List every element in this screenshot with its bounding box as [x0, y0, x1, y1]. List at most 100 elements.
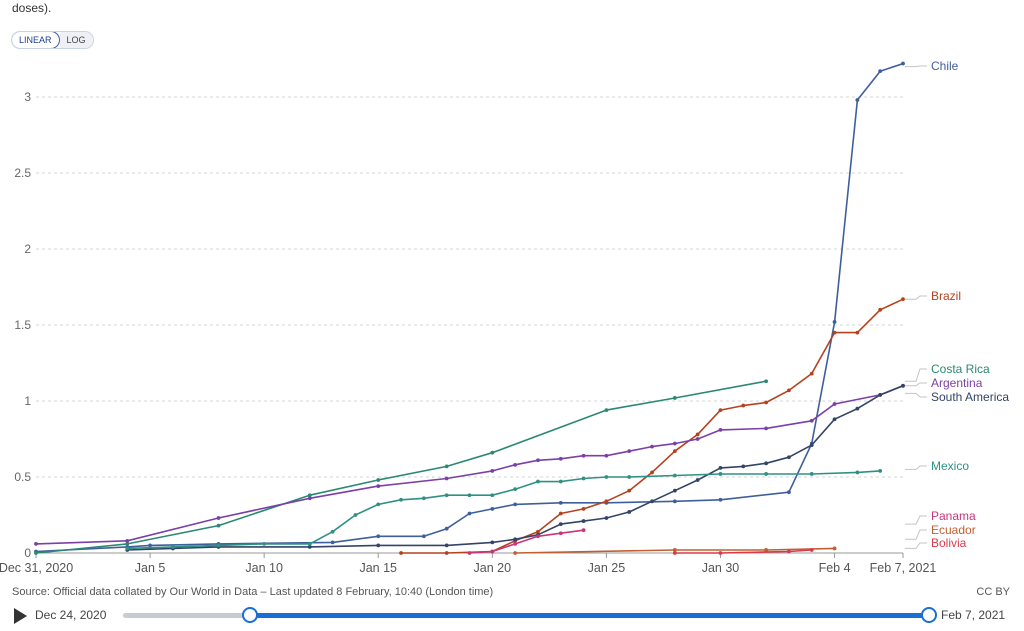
data-point	[787, 388, 791, 393]
x-tick-label: Jan 20	[474, 561, 512, 575]
data-point	[695, 478, 700, 482]
data-point	[901, 61, 905, 66]
data-point	[376, 534, 381, 539]
data-point	[307, 545, 312, 549]
series-label[interactable]: Chile	[931, 59, 959, 73]
series-mexico[interactable]	[125, 469, 883, 551]
series-label[interactable]: Costa Rica	[931, 362, 990, 376]
series-label[interactable]: Panama	[931, 509, 976, 523]
timeline-selected-range	[249, 613, 929, 618]
data-point	[604, 499, 609, 504]
data-point	[490, 540, 495, 545]
data-point	[444, 493, 449, 498]
data-point	[672, 551, 677, 555]
data-point	[764, 548, 769, 552]
data-point	[558, 511, 563, 516]
data-point	[490, 549, 495, 554]
data-point	[672, 499, 677, 504]
timeline-end-handle[interactable]	[921, 607, 937, 623]
data-point	[34, 541, 38, 546]
license-link[interactable]: CC BY	[976, 586, 1010, 598]
x-axis: Dec 31, 2020 Jan 5 Jan 10 Jan 15 Jan 20 Jan 2…	[0, 553, 936, 575]
data-point	[832, 330, 837, 335]
data-point	[718, 408, 723, 413]
label-leader	[905, 295, 927, 300]
data-point	[148, 543, 152, 548]
data-point	[421, 534, 426, 539]
data-point	[604, 408, 609, 413]
data-point	[787, 549, 791, 554]
series-line	[35, 385, 904, 545]
linear-scale-button[interactable]: LINEAR	[11, 32, 60, 48]
log-scale-button[interactable]: LOG	[59, 32, 93, 48]
data-point	[741, 464, 746, 469]
series-costa-rica[interactable]	[34, 379, 769, 555]
series-bolivia[interactable]	[672, 548, 814, 555]
data-point	[832, 402, 837, 406]
data-point	[581, 453, 586, 458]
timeline-start-label: Dec 24, 2020	[35, 608, 107, 622]
data-point	[536, 479, 540, 484]
data-point	[855, 406, 860, 411]
x-tick-label: Dec 31, 2020	[0, 561, 73, 575]
y-axis: 0 0.5 1 1.5 2 2.5 3	[14, 90, 31, 560]
data-point	[718, 551, 723, 555]
series-ecuador[interactable]	[513, 546, 837, 555]
series-label[interactable]: Bolivia	[931, 536, 967, 550]
timeline-start-handle[interactable]	[242, 607, 258, 623]
data-point	[581, 519, 586, 523]
series-label[interactable]: Ecuador	[931, 523, 976, 537]
data-point	[672, 441, 677, 446]
series-line	[35, 62, 904, 553]
series-south-america[interactable]	[125, 383, 905, 552]
y-tick-label: 1.5	[14, 318, 31, 332]
data-point	[125, 546, 130, 551]
data-point	[695, 437, 700, 441]
series-label[interactable]: Brazil	[931, 289, 961, 303]
x-tick-label: Jan 10	[245, 561, 283, 575]
data-point	[878, 393, 883, 397]
data-point	[581, 528, 586, 533]
series-line	[127, 385, 904, 551]
data-point	[855, 470, 860, 475]
data-point	[216, 516, 221, 520]
series-chile[interactable]	[34, 61, 905, 554]
data-point	[558, 500, 563, 505]
data-point	[832, 417, 837, 422]
x-tick-label: Jan 25	[588, 561, 626, 575]
label-leader	[905, 529, 927, 540]
data-point	[764, 400, 769, 405]
series-line	[674, 549, 812, 554]
series-panama[interactable]	[467, 528, 586, 555]
data-point	[627, 449, 632, 454]
data-point	[672, 488, 677, 493]
data-point	[536, 529, 540, 534]
label-leader	[905, 465, 927, 470]
play-icon[interactable]	[14, 608, 27, 624]
label-leader	[905, 368, 927, 382]
data-point	[672, 473, 677, 478]
x-tick-label: Jan 30	[702, 561, 740, 575]
label-leader	[905, 515, 927, 525]
data-point	[330, 529, 335, 534]
data-point	[376, 502, 381, 507]
data-point	[878, 69, 883, 74]
data-point	[627, 475, 632, 479]
data-point	[581, 476, 586, 481]
data-point	[558, 522, 563, 527]
scale-toggle: LINEAR LOG	[11, 31, 94, 49]
y-tick-label: 3	[24, 90, 31, 104]
data-point	[490, 450, 495, 455]
data-point	[764, 379, 769, 384]
data-point	[558, 531, 563, 536]
data-point	[650, 470, 654, 475]
series-label[interactable]: Mexico	[931, 459, 969, 473]
label-leader	[905, 382, 927, 387]
data-point	[513, 537, 518, 542]
series-argentina[interactable]	[34, 383, 905, 546]
series-label[interactable]: Argentina	[931, 376, 983, 390]
series-line	[35, 380, 767, 554]
series-label[interactable]: South America	[931, 390, 1009, 404]
data-point	[809, 548, 814, 552]
